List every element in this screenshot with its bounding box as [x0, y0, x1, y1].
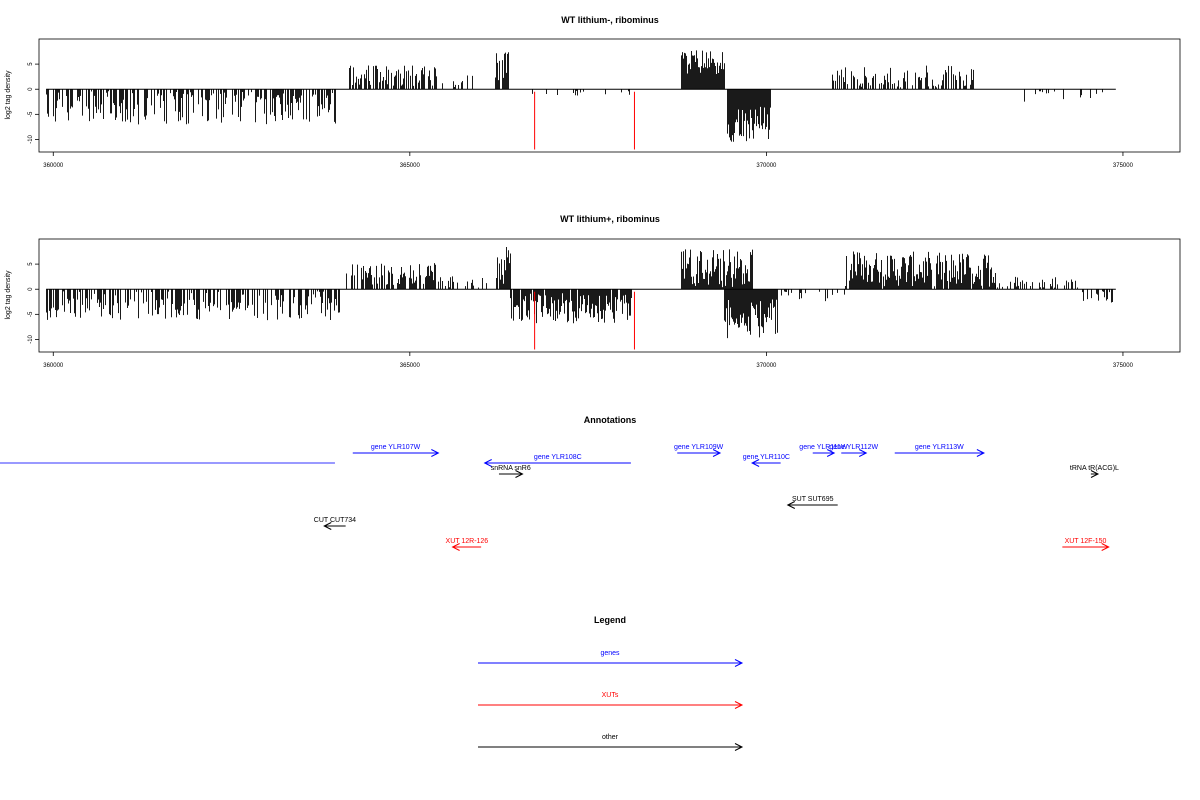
x-tick-label: 375000	[1113, 363, 1134, 369]
annotation-feature: gene YLR110C	[743, 454, 790, 467]
annotation-label: gene YLR113W	[915, 444, 964, 451]
annotation-label: XUT 12R-126	[446, 538, 489, 545]
y-axis-label: log2 tag density	[5, 70, 12, 120]
legend-item-label: other	[602, 734, 619, 741]
legend-items: genes XUTs other	[478, 650, 744, 751]
y-tick-label: -5	[28, 311, 34, 317]
annotation-feature: gene YLR113W	[894, 444, 986, 457]
annotation-label: gene YLR110C	[743, 454, 790, 461]
coverage-bars	[46, 246, 1116, 339]
y-axis-label: log2 tag density	[5, 270, 12, 320]
legend-item: other	[478, 734, 744, 751]
y-tick-label: 5	[28, 262, 34, 266]
annotation-label: gene YLR109W	[674, 444, 724, 451]
red-marker-lines	[534, 91, 635, 150]
coverage-bars	[46, 50, 1116, 142]
annotation-feature: gene YLR109W	[674, 444, 724, 457]
legend-item: genes	[478, 650, 744, 667]
x-tick-label: 370000	[756, 163, 777, 169]
annotation-label: snRNA snR6	[491, 465, 531, 472]
annotation-feature: gene YLR112W	[829, 444, 879, 457]
legend: Legend genes XUTs other	[478, 615, 744, 751]
annotations-panel: Annotations gene YLR107W gene YLR108CsnRN…	[0, 415, 1119, 551]
annotation-feature: SUT SUT695	[786, 496, 838, 509]
panel-title: WT lithium-, ribominus	[561, 15, 659, 25]
x-tick-label: 360000	[43, 163, 64, 169]
annotation-label: gene YLR108C	[534, 454, 582, 461]
plot-frame	[38, 238, 1181, 353]
annotation-feature: gene YLR107W	[352, 444, 440, 457]
axes: 360000 365000 370000 375000 -10 -5 0 5	[28, 262, 1134, 369]
annotation-label: gene YLR112W	[829, 444, 878, 451]
track-panel-lithium-plus: WT lithium+, ribominus log2 tag density …	[5, 214, 1181, 369]
y-tick-label: 0	[28, 287, 34, 291]
x-tick-label: 365000	[400, 363, 421, 369]
panel-title: WT lithium+, ribominus	[560, 214, 660, 224]
annotation-feature: XUT 12R-126	[446, 538, 489, 551]
y-tick-label: -5	[28, 111, 34, 117]
y-tick-label: 0	[28, 87, 34, 91]
legend-title: Legend	[594, 615, 626, 625]
annotation-feature: snRNA snR6	[491, 465, 531, 478]
x-tick-label: 375000	[1113, 163, 1134, 169]
annotation-label: gene YLR107W	[371, 444, 421, 451]
x-tick-label: 360000	[43, 363, 64, 369]
annotation-label: XUT 12F-150	[1065, 538, 1107, 545]
x-tick-label: 365000	[400, 163, 421, 169]
y-tick-label: 5	[28, 62, 34, 66]
legend-item: XUTs	[478, 692, 744, 709]
track-panel-lithium-minus: WT lithium-, ribominus log2 tag density …	[5, 15, 1181, 169]
legend-item-label: genes	[600, 650, 620, 657]
red-marker-lines	[534, 291, 635, 350]
annotation-feature: XUT 12F-150	[1062, 538, 1110, 551]
annotation-label: tRNA tR(ACG)L	[1070, 465, 1119, 472]
legend-item-label: XUTs	[602, 692, 619, 699]
annotation-feature: CUT CUT734	[314, 517, 356, 530]
y-tick-label: -10	[28, 134, 34, 143]
y-tick-label: -10	[28, 334, 34, 343]
annotations-title: Annotations	[584, 415, 637, 425]
annotation-feature: tRNA tR(ACG)L	[1070, 465, 1119, 478]
annotation-label: gene YLR111W	[799, 444, 848, 451]
annotation-label: SUT SUT695	[792, 496, 834, 503]
annotation-feature: gene YLR108C	[483, 454, 631, 467]
plot-frame	[38, 38, 1181, 153]
annotation-feature: gene YLR111W	[799, 444, 848, 457]
axes: 360000 365000 370000 375000 -10 -5 0 5	[28, 62, 1134, 169]
annotation-label: CUT CUT734	[314, 517, 356, 524]
x-tick-label: 370000	[756, 363, 777, 369]
